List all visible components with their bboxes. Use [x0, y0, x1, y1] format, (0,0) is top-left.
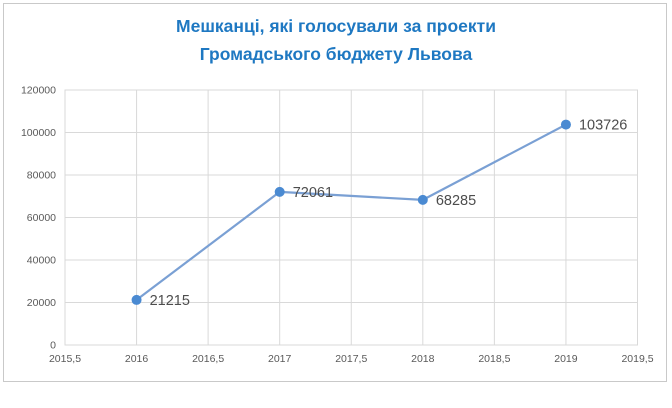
- y-axis-tick-label: 40000: [27, 255, 56, 267]
- data-point-marker: [131, 294, 142, 305]
- x-axis-tick-label: 2016: [125, 353, 149, 365]
- data-point-label: 72061: [293, 185, 333, 201]
- y-axis-tick-label: 100000: [21, 127, 56, 139]
- x-axis-tick-label: 2016,5: [192, 353, 224, 365]
- data-point-label: 21215: [150, 293, 190, 309]
- chart-title-line1: Мешканці, які голосували за проекти: [176, 16, 496, 36]
- y-axis-tick-label: 20000: [27, 297, 56, 309]
- x-axis-tick-label: 2019,5: [621, 353, 653, 365]
- x-axis-tick-label: 2017: [268, 353, 292, 365]
- y-axis-tick-label: 0: [50, 340, 56, 352]
- data-point-marker: [560, 119, 571, 130]
- y-axis-tick-label: 120000: [21, 85, 56, 97]
- data-point-label: 68285: [436, 193, 476, 209]
- x-axis-tick-label: 2019: [554, 353, 578, 365]
- x-axis-tick-label: 2017,5: [335, 353, 367, 365]
- data-point-marker: [274, 186, 285, 197]
- x-axis-tick-label: 2018: [411, 353, 435, 365]
- y-axis-tick-label: 80000: [27, 170, 56, 182]
- x-axis-tick-label: 2018,5: [478, 353, 510, 365]
- y-axis-tick-label: 60000: [27, 212, 56, 224]
- plot-area-border: [64, 89, 638, 346]
- x-axis-tick-label: 2015,5: [49, 353, 81, 365]
- data-point-marker: [417, 194, 428, 205]
- series-line: [135, 123, 567, 301]
- chart-card: [3, 3, 667, 382]
- data-point-label: 103726: [579, 118, 627, 134]
- chart-title-line2: Громадського бюджету Львова: [199, 44, 473, 64]
- chart-title: Мешканці, які голосували за проекти Гром…: [0, 12, 672, 68]
